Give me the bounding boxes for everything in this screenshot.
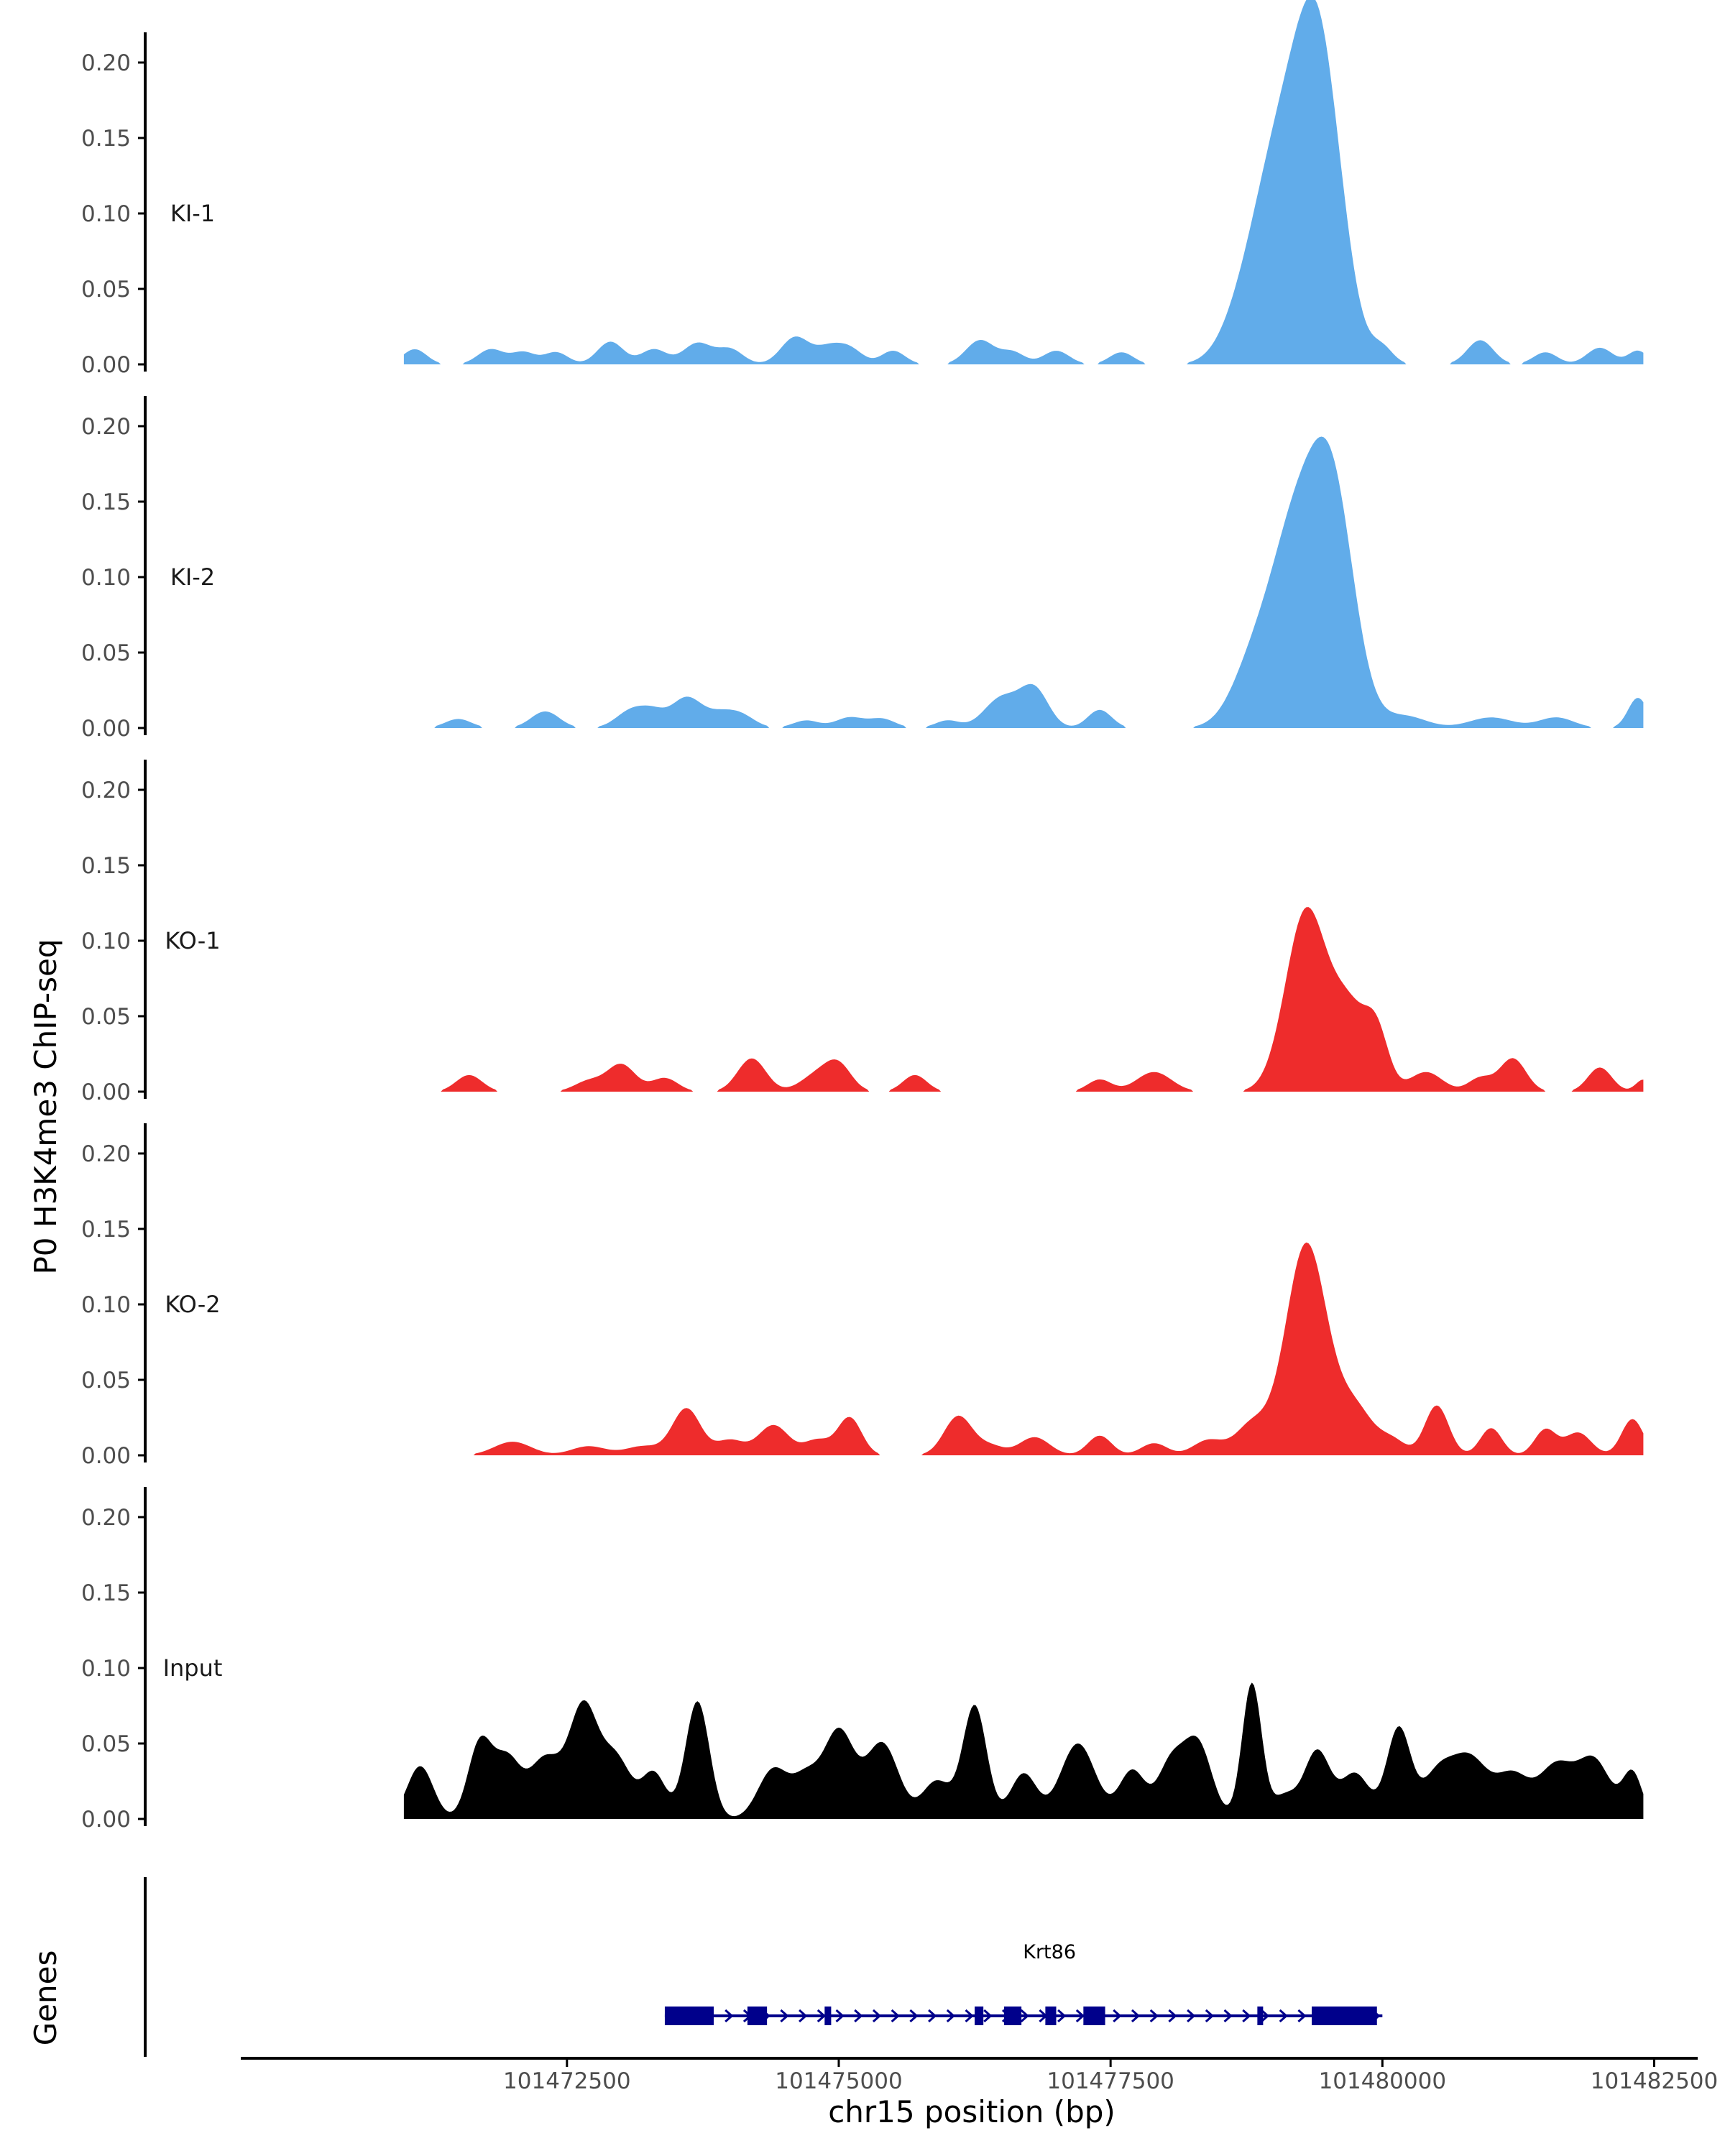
gene-exon	[1003, 2007, 1022, 2025]
track-label: KI-1	[170, 200, 215, 227]
gene-label: Krt86	[1023, 1941, 1076, 1963]
y-axis-title: P0 H3K4me3 ChIP-seq	[28, 939, 63, 1274]
strand-arrow	[1168, 2009, 1177, 2023]
strand-arrow	[1149, 2009, 1159, 2023]
track-label: Input	[163, 1654, 223, 1682]
x-tick-label: 101482500	[1591, 2068, 1719, 2094]
strand-arrow	[928, 2009, 937, 2023]
track-ko-2: 0.00 0.05 0.10 0.15 0.20 KO-2	[81, 1123, 1644, 1469]
x-axis-title: chr15 position (bp)	[828, 2094, 1116, 2129]
strand-arrow	[724, 2009, 734, 2023]
strand-arrow	[1223, 2009, 1233, 2023]
gene-exon	[1257, 2007, 1264, 2025]
strand-arrow	[1297, 2009, 1307, 2023]
strand-arrow	[1205, 2009, 1215, 2023]
x-tick-label: 101480000	[1319, 2068, 1447, 2094]
strand-arrow	[946, 2009, 956, 2023]
y-tick-label: 0.05	[81, 277, 131, 303]
track-ko-1: 0.00 0.05 0.10 0.15 0.20 KO-1	[81, 760, 1644, 1105]
y-tick-label: 0.20	[81, 50, 131, 76]
strand-arrow	[983, 2009, 993, 2023]
y-tick-label: 0.00	[81, 1807, 131, 1833]
y-tick-label: 0.10	[81, 929, 131, 954]
gene-exon	[824, 2007, 832, 2025]
x-axis: 101472500 101475000 101477500 101480000 1014…	[241, 2057, 1719, 2094]
y-tick-label: 0.00	[81, 1079, 131, 1105]
y-tick-label: 0.10	[81, 1292, 131, 1318]
signal-area-ki-1	[403, 0, 1644, 364]
track-input: 0.00 0.05 0.10 0.15 0.20 Input	[81, 1487, 1644, 1833]
strand-arrow	[891, 2009, 900, 2023]
y-tick-label: 0.00	[81, 352, 131, 378]
y-tick-label: 0.05	[81, 1368, 131, 1393]
gene-exon	[1045, 2007, 1057, 2025]
gene-exon	[747, 2007, 768, 2025]
strand-arrow	[1075, 2009, 1085, 2023]
gene-track: Krt86	[144, 1877, 1383, 2057]
strand-arrow	[799, 2009, 808, 2023]
x-tick-label: 101475000	[775, 2068, 903, 2094]
y-tick-label: 0.20	[81, 414, 131, 440]
y-tick-label: 0.20	[81, 1505, 131, 1531]
strand-arrow	[1260, 2009, 1270, 2023]
x-tick-label: 101477500	[1046, 2068, 1174, 2094]
x-tick-label: 101472500	[503, 2068, 631, 2094]
gene-exon	[1083, 2007, 1105, 2025]
gene-exon	[975, 2007, 984, 2025]
y-tick-label: 0.10	[81, 565, 131, 591]
strand-arrow	[1279, 2009, 1288, 2023]
genes-track-title: Genes	[28, 1950, 63, 2046]
signal-area-input	[403, 1682, 1644, 1819]
strand-arrow	[780, 2009, 789, 2023]
strand-arrow	[854, 2009, 863, 2023]
y-tick-label: 0.05	[81, 1004, 131, 1030]
signal-area-ko-1	[403, 907, 1644, 1092]
strand-arrow	[816, 2009, 827, 2023]
y-tick-label: 0.15	[81, 853, 131, 879]
track-label: KO-2	[165, 1291, 220, 1318]
strand-arrow	[965, 2009, 974, 2023]
y-tick-label: 0.15	[81, 1580, 131, 1606]
track-ki-1: 0.00 0.05 0.10 0.15 0.20 KI-1	[81, 0, 1644, 378]
y-tick-label: 0.10	[81, 1656, 131, 1682]
y-tick-label: 0.05	[81, 640, 131, 666]
y-tick-label: 0.00	[81, 716, 131, 742]
y-tick-label: 0.15	[81, 126, 131, 152]
y-tick-label: 0.15	[81, 489, 131, 515]
y-tick-label: 0.05	[81, 1731, 131, 1757]
strand-arrow	[872, 2009, 882, 2023]
strand-arrow	[835, 2009, 845, 2023]
strand-arrow	[1242, 2009, 1251, 2023]
track-label: KI-2	[170, 563, 215, 591]
track-label: KO-1	[165, 927, 220, 954]
track-ki-2: 0.00 0.05 0.10 0.15 0.20 KI-2	[81, 396, 1644, 742]
y-tick-label: 0.15	[81, 1217, 131, 1243]
y-tick-label: 0.10	[81, 201, 131, 227]
strand-arrow	[1187, 2009, 1196, 2023]
strand-arrow	[909, 2009, 919, 2023]
signal-area-ki-2	[403, 436, 1644, 728]
strand-arrow	[1113, 2009, 1122, 2023]
strand-arrow	[1131, 2009, 1141, 2023]
y-tick-label: 0.20	[81, 1141, 131, 1167]
signal-tracks: 0.00 0.05 0.10 0.15 0.20 KI-1 0.00 0.05 0.10 0.15…	[81, 0, 1644, 1833]
y-tick-label: 0.00	[81, 1443, 131, 1469]
y-tick-label: 0.20	[81, 778, 131, 803]
strand-arrow	[1057, 2009, 1067, 2023]
signal-area-ko-2	[403, 1242, 1644, 1455]
gene-exon	[1311, 2007, 1377, 2025]
gene-exon	[664, 2007, 714, 2025]
strand-arrow	[1020, 2009, 1029, 2023]
